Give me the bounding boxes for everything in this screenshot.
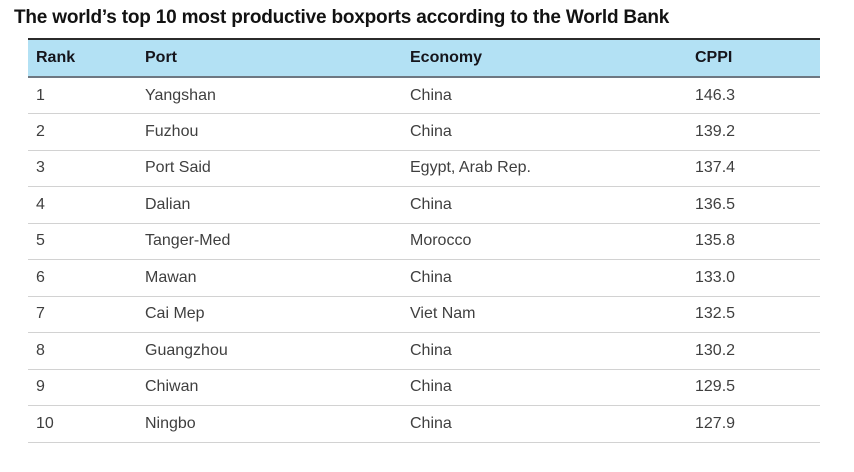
cell-rank: 1	[28, 77, 145, 114]
header-rank: Rank	[28, 38, 145, 78]
cell-cppi: 146.3	[695, 77, 820, 114]
cell-cppi: 132.5	[695, 296, 820, 333]
cell-port: Ningbo	[145, 405, 410, 443]
cell-economy: Morocco	[410, 223, 695, 260]
cell-economy: Egypt, Arab Rep.	[410, 150, 695, 187]
cell-rank: 3	[28, 150, 145, 187]
table-header-row: Rank Port Economy CPPI	[28, 38, 820, 78]
table-row: 4 Dalian China 136.5	[28, 186, 820, 224]
boxports-table: Rank Port Economy CPPI 1 Yangshan China …	[28, 38, 820, 443]
table-row: 1 Yangshan China 146.3	[28, 77, 820, 114]
cell-port: Guangzhou	[145, 332, 410, 370]
page-title: The world’s top 10 most productive boxpo…	[14, 7, 670, 28]
cell-rank: 6	[28, 259, 145, 297]
cell-port: Fuzhou	[145, 113, 410, 151]
cell-rank: 8	[28, 332, 145, 370]
cell-cppi: 139.2	[695, 113, 820, 151]
header-cppi: CPPI	[695, 38, 820, 78]
cell-cppi: 129.5	[695, 369, 820, 406]
cell-economy: China	[410, 113, 695, 151]
cell-economy: China	[410, 77, 695, 114]
cell-port: Yangshan	[145, 77, 410, 114]
cell-economy: Viet Nam	[410, 296, 695, 333]
cell-economy: China	[410, 332, 695, 370]
table-row: 10 Ningbo China 127.9	[28, 405, 820, 443]
cell-rank: 2	[28, 113, 145, 151]
cell-cppi: 135.8	[695, 223, 820, 260]
cell-economy: China	[410, 259, 695, 297]
table-row: 6 Mawan China 133.0	[28, 259, 820, 297]
table-row: 5 Tanger-Med Morocco 135.8	[28, 223, 820, 260]
cell-cppi: 130.2	[695, 332, 820, 370]
cell-rank: 9	[28, 369, 145, 406]
table-row: 2 Fuzhou China 139.2	[28, 113, 820, 151]
cell-cppi: 127.9	[695, 405, 820, 443]
table-row: 9 Chiwan China 129.5	[28, 369, 820, 406]
cell-rank: 10	[28, 405, 145, 443]
cell-economy: China	[410, 369, 695, 406]
cell-economy: China	[410, 405, 695, 443]
header-port: Port	[145, 38, 410, 78]
cell-port: Dalian	[145, 186, 410, 224]
cell-rank: 5	[28, 223, 145, 260]
cell-rank: 4	[28, 186, 145, 224]
cell-cppi: 137.4	[695, 150, 820, 187]
header-economy: Economy	[410, 38, 695, 78]
cell-port: Chiwan	[145, 369, 410, 406]
cell-cppi: 136.5	[695, 186, 820, 224]
table-row: 8 Guangzhou China 130.2	[28, 332, 820, 370]
cell-economy: China	[410, 186, 695, 224]
cell-port: Port Said	[145, 150, 410, 187]
cell-port: Tanger-Med	[145, 223, 410, 260]
cell-port: Cai Mep	[145, 296, 410, 333]
table-row: 7 Cai Mep Viet Nam 132.5	[28, 296, 820, 333]
cell-rank: 7	[28, 296, 145, 333]
cell-cppi: 133.0	[695, 259, 820, 297]
cell-port: Mawan	[145, 259, 410, 297]
table-row: 3 Port Said Egypt, Arab Rep. 137.4	[28, 150, 820, 187]
boxports-infographic: The world’s top 10 most productive boxpo…	[0, 6, 854, 472]
